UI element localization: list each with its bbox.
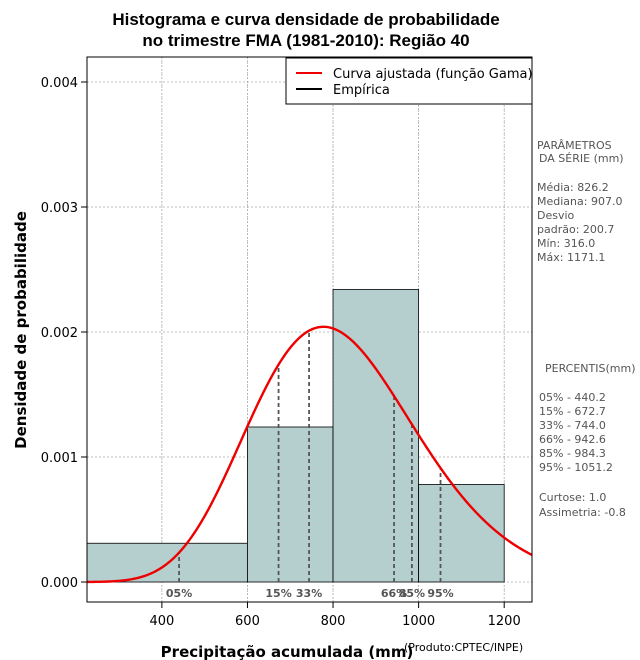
y-tick-label-0.003: 0.003	[41, 201, 78, 216]
y-axis-title: Densidade de probabilidade	[12, 211, 30, 449]
percentile-labels: 05% 15% 33% 66%85% 95%	[166, 587, 454, 600]
percentiles-panel: PERCENTIS(mm) 05% - 440.2 15% - 672.7 33…	[539, 362, 636, 519]
gamma-curve	[86, 325, 533, 584]
curtose: Curtose: 1.0	[539, 491, 606, 504]
percentil-33: 33% - 744.0	[539, 419, 606, 432]
y-tick-label-0.001: 0.001	[41, 451, 78, 466]
gamma-curve-layer	[86, 325, 533, 584]
credit-text: (Produto:CPTEC/INPE)	[404, 641, 523, 654]
params-title-2: DA SÉRIE (mm)	[539, 152, 624, 165]
percentile-label-33: 33%	[296, 587, 322, 600]
x-tick-label-600: 600	[235, 614, 260, 629]
legend-box	[285, 57, 533, 105]
y-tick-label-0.002: 0.002	[41, 326, 78, 341]
plot-frame	[86, 56, 533, 603]
params-title-1: PARÂMETROS	[537, 139, 612, 152]
percentil-15: 15% - 672.7	[539, 405, 606, 418]
chart-title-line2: no trimestre FMA (1981-2010): Região 40	[142, 31, 469, 50]
x-tick-label-1200: 1200	[488, 614, 521, 629]
y-tick-label-0.000: 0.000	[41, 576, 78, 591]
y-tick-label-0.004: 0.004	[41, 76, 78, 91]
percentile-label-66: 66%	[381, 587, 407, 600]
param-desvio-1: Desvio	[537, 209, 575, 222]
percentil-85: 85% - 984.3	[539, 447, 606, 460]
param-media: Média: 826.2	[537, 181, 609, 194]
param-mediana: Mediana: 907.0	[537, 195, 622, 208]
legend-label-empirical: Empírica	[333, 83, 390, 98]
x-tick-label-400: 400	[149, 614, 174, 629]
series-parameters-panel: PARÂMETROS DA SÉRIE (mm) Média: 826.2 Me…	[537, 139, 624, 264]
param-desvio-2: padrão: 200.7	[537, 223, 614, 236]
histogram-bar-2	[332, 289, 420, 583]
percentile-label-95: 95%	[427, 587, 453, 600]
chart-title-line1: Histograma e curva densidade de probabil…	[112, 10, 499, 29]
percentis-title: PERCENTIS(mm)	[545, 362, 636, 375]
y-axis: 0.000 0.001 0.002 0.003 0.004	[41, 76, 87, 591]
histogram-bar-3	[418, 484, 505, 583]
param-max: Máx: 1171.1	[537, 251, 605, 264]
percentil-05: 05% - 440.2	[539, 391, 606, 404]
histogram-bars	[86, 289, 505, 583]
legend: Curva ajustada (função Gama) Empírica	[285, 57, 533, 105]
histogram-bar-1	[247, 426, 334, 583]
x-axis-title: Precipitação acumulada (mm)	[161, 643, 414, 660]
percentile-label-05: 05%	[166, 587, 192, 600]
x-axis: 400 600 800 1000 1200	[149, 602, 521, 629]
assimetria: Assimetria: -0.8	[539, 506, 626, 519]
legend-label-fit: Curva ajustada (função Gama)	[333, 67, 533, 82]
percentile-label-85: 85%	[399, 587, 425, 600]
percentile-label-15: 15%	[265, 587, 291, 600]
percentile-lines	[178, 330, 442, 582]
x-tick-label-800: 800	[321, 614, 346, 629]
x-tick-label-1000: 1000	[402, 614, 435, 629]
param-min: Mín: 316.0	[537, 237, 595, 250]
percentil-95: 95% - 1051.2	[539, 461, 613, 474]
percentil-66: 66% - 942.6	[539, 433, 606, 446]
